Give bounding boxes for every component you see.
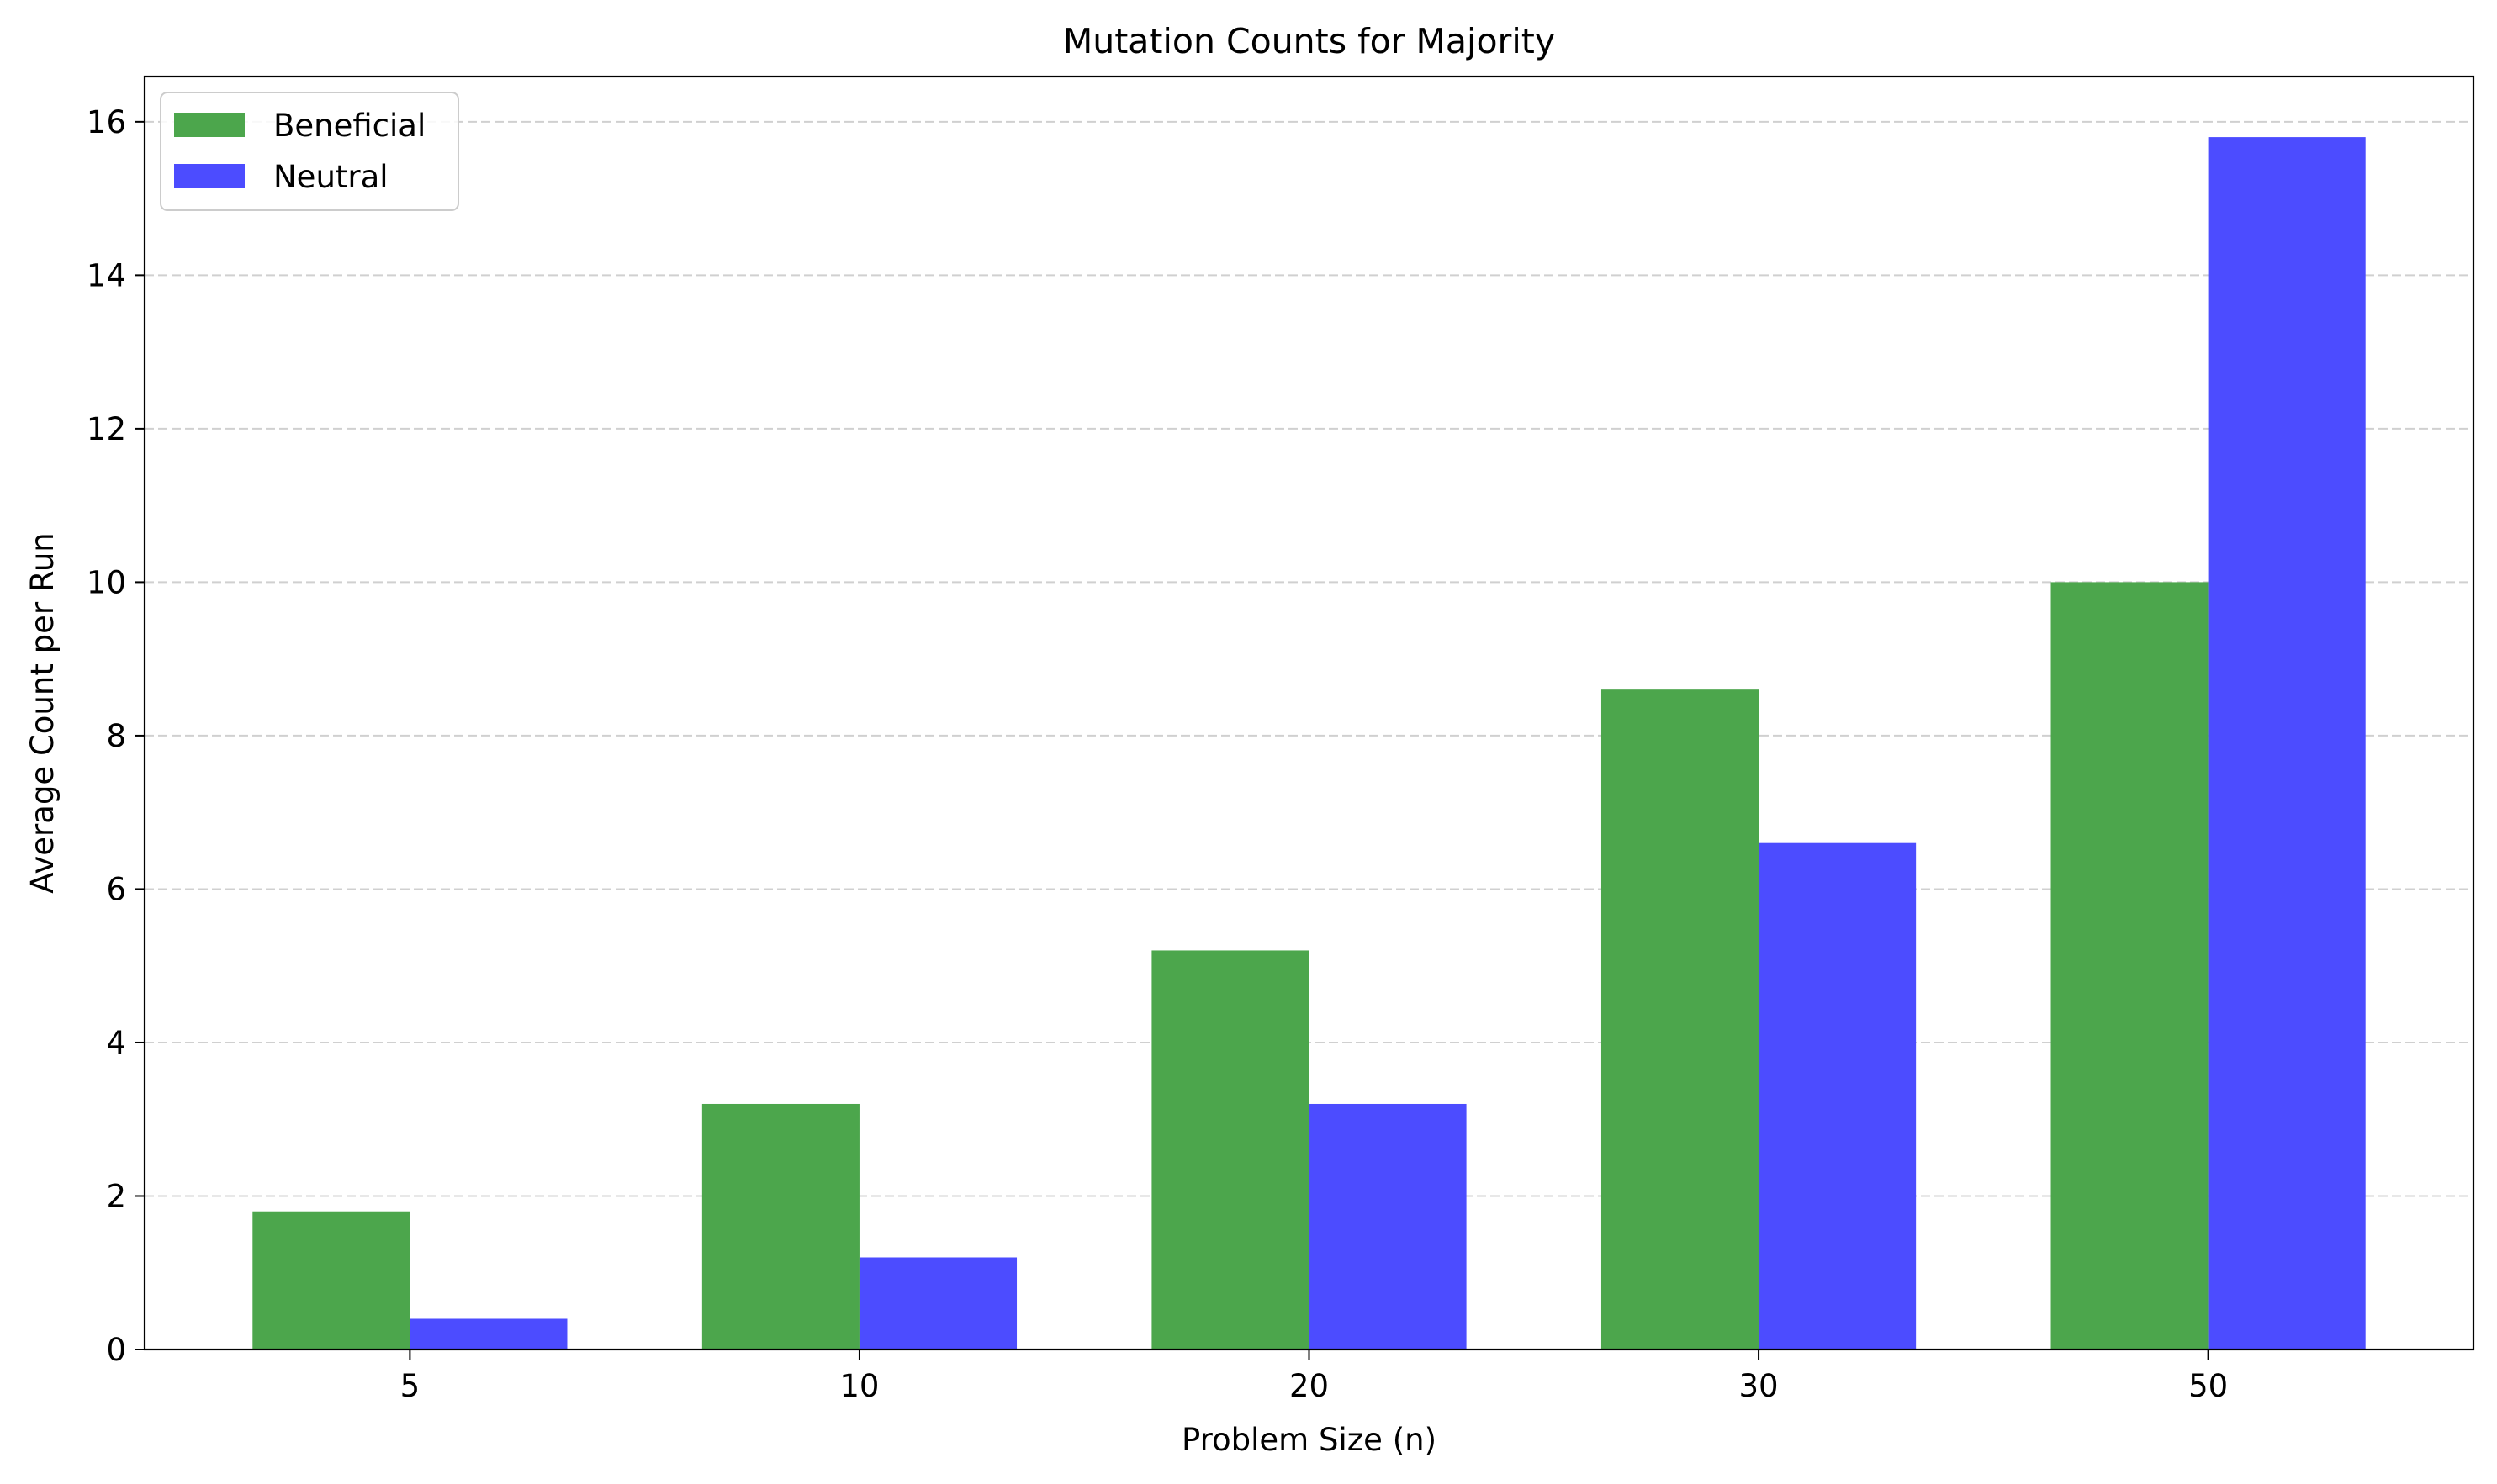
x-tick-label: 5 bbox=[400, 1368, 421, 1404]
y-tick-label: 12 bbox=[87, 411, 126, 447]
y-tick-label: 16 bbox=[87, 104, 126, 140]
bar-beneficial-5 bbox=[252, 1211, 410, 1349]
bars bbox=[252, 137, 2366, 1350]
y-tick-label: 10 bbox=[87, 564, 126, 600]
y-tick-label: 0 bbox=[106, 1332, 126, 1368]
y-axis-label: Average Count per Run bbox=[24, 532, 61, 894]
legend-swatch-beneficial bbox=[174, 113, 245, 137]
x-tick-label: 20 bbox=[1289, 1368, 1329, 1404]
y-tick-label: 2 bbox=[106, 1178, 126, 1214]
bar-neutral-20 bbox=[1309, 1103, 1467, 1349]
bar-neutral-50 bbox=[2208, 137, 2366, 1350]
bar-beneficial-20 bbox=[1151, 950, 1309, 1349]
x-tick-label: 30 bbox=[1739, 1368, 1779, 1404]
legend-label-neutral: Neutral bbox=[273, 159, 389, 195]
legend-label-beneficial: Beneficial bbox=[273, 108, 426, 144]
bar-beneficial-10 bbox=[701, 1103, 860, 1349]
legend-swatch-neutral bbox=[174, 164, 245, 188]
bar-beneficial-50 bbox=[2050, 582, 2209, 1349]
y-axis-ticks: 0 2 4 6 8 10 12 14 16 bbox=[87, 104, 145, 1368]
y-tick-label: 6 bbox=[106, 871, 126, 907]
bar-neutral-30 bbox=[1759, 842, 1917, 1349]
y-tick-label: 8 bbox=[106, 718, 126, 754]
bar-beneficial-30 bbox=[1600, 689, 1759, 1349]
x-axis-ticks: 5 10 20 30 50 bbox=[400, 1349, 2228, 1404]
x-tick-label: 10 bbox=[839, 1368, 879, 1404]
x-axis-label: Problem Size (n) bbox=[1182, 1422, 1436, 1458]
y-tick-label: 14 bbox=[87, 257, 126, 293]
y-tick-label: 4 bbox=[106, 1025, 126, 1061]
bar-neutral-5 bbox=[410, 1318, 568, 1349]
chart-title: Mutation Counts for Majority bbox=[1063, 21, 1555, 61]
legend: Beneficial Neutral bbox=[160, 92, 459, 211]
bar-neutral-10 bbox=[859, 1257, 1018, 1349]
x-tick-label: 50 bbox=[2188, 1368, 2228, 1404]
